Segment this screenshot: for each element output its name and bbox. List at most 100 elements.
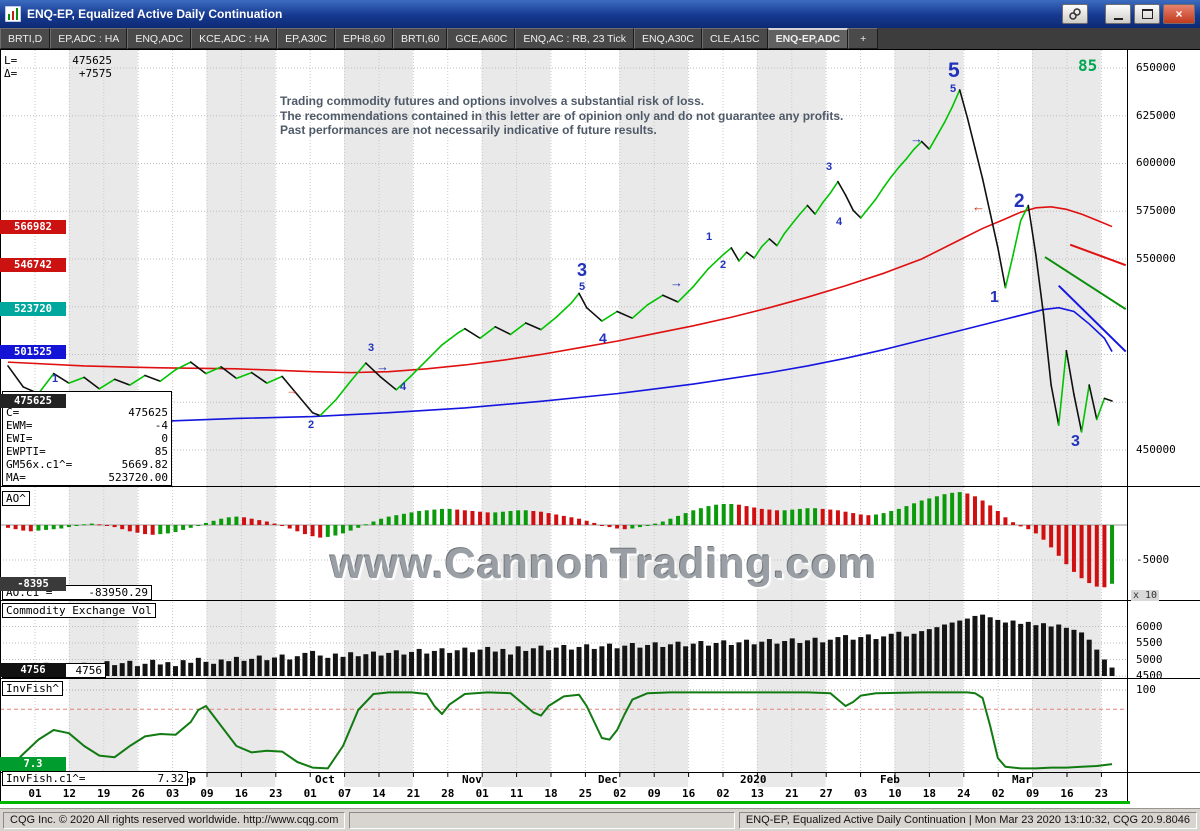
tab-enq-ep-adc[interactable]: ENQ-EP,ADC [767,28,849,49]
day-label: 02 [716,787,730,800]
tab-enq-ac-rb-23-tick[interactable]: ENQ,AC : RB, 23 Tick [515,28,635,49]
ao-axis-badge: -8395 [0,576,66,591]
day-label: 24 [957,787,971,800]
maximize-button[interactable] [1134,4,1160,24]
disclaimer-text: Trading commodity futures and options in… [280,94,844,137]
volume-axis-badge: 4756 [0,662,66,677]
tab-brti-60[interactable]: BRTI,60 [393,28,448,49]
info-box-row: EWPTI= 85 [6,445,168,458]
day-label: 19 [97,787,111,800]
wave-annotation: 2 [720,259,727,271]
ao-axis-label: -5000 [1136,553,1170,566]
info-box-row: C= 475625 [6,406,168,419]
invfish-axis-label: 100 [1136,683,1156,696]
month-label-feb: Feb [880,773,900,786]
tab-enq-a30c[interactable]: ENQ,A30C [634,28,702,49]
watermark: www.CannonTrading.com [330,540,878,588]
day-label: 13 [750,787,765,800]
ao-histogram [6,492,1115,588]
day-label: 16 [1060,787,1074,800]
day-label: 01 [303,787,317,800]
price-axis-label: 600000 [1136,156,1176,170]
month-label-2020: 2020 [740,773,767,786]
wave-annotation: → [670,275,683,290]
close-button[interactable]: × [1163,4,1195,24]
price-axis-badge: 501525 [0,344,66,359]
price-axis-label: 575000 [1136,204,1176,218]
status-copyright: CQG Inc. © 2020 All rights reserved worl… [3,811,346,829]
wave-annotation: 3 [1071,433,1080,450]
tab-ep-a30c[interactable]: EP,A30C [277,28,336,49]
month-label-dec: Dec [598,773,618,786]
volume-bars [5,614,1115,676]
tab-gce-a60c[interactable]: GCE,A60C [447,28,516,49]
wave-annotation: 3 [577,260,588,280]
invfish-line [7,691,1113,770]
trendlines [1044,243,1127,353]
day-label: 27 [819,787,833,800]
day-label: 01 [475,787,489,800]
day-label: 01 [28,787,42,800]
tab-cle-a15c[interactable]: CLE,A15C [701,28,768,49]
volume-axis-label: 4500 [1136,669,1163,682]
tab-eph8-60[interactable]: EPH8,60 [335,28,394,49]
window-title: ENQ-EP, Equalized Active Daily Continuat… [27,7,283,21]
day-label: 23 [1094,787,1109,800]
minimize-icon [1113,17,1123,20]
wave-annotation: 2 [308,419,315,431]
ewpti-value: 85 [1078,56,1098,75]
tab-kce-adc-ha[interactable]: KCE,ADC : HA [191,28,278,49]
chart-overlay: L= 475625 Δ= +7575 Trading commodity futur… [0,50,1200,808]
volume-panel-label: Commodity Exchange Vol [2,603,156,618]
minimize-button[interactable] [1105,4,1131,24]
day-label: 09 [647,787,661,800]
wave-annotation: 4 [599,330,607,346]
tab-enq-adc[interactable]: ENQ,ADC [127,28,192,49]
ao-scale-note: x 10 [1131,590,1160,601]
wave-annotation: 5 [579,281,586,293]
day-label: 18 [922,787,937,800]
tab-ep-adc-ha[interactable]: EP,ADC : HA [50,28,128,49]
volume-axis-label: 5000 [1136,652,1163,666]
volume-axis-label: 6000 [1136,619,1163,633]
moving-averages [7,206,1113,430]
day-label: 28 [441,787,455,800]
day-label: 12 [62,787,77,800]
wave-annotation: 4 [400,381,407,393]
wave-annotation: 1 [52,373,59,385]
invfish-axis-badge: 7.3 [0,757,66,771]
info-box-row: MA= 523720.00 [6,471,168,484]
wave-annotation: → [286,383,298,397]
day-label: 07 [337,787,352,800]
chart-canvas[interactable] [0,50,1200,808]
info-box-row: GM56x.c1^= 5669.82 [6,458,168,471]
day-label: 09 [200,787,214,800]
wave-annotation: 1 [706,231,713,243]
day-label: 03 [853,787,868,800]
price-axis-label: 450000 [1136,442,1176,456]
day-label: 26 [131,787,145,800]
price-axis-label: 650000 [1136,61,1176,74]
status-session-info: ENQ-EP, Equalized Active Daily Continuat… [738,811,1197,829]
status-bar: CQG Inc. © 2020 All rights reserved worl… [0,808,1200,831]
tab-brti-d[interactable]: BRTI,D [0,28,51,49]
day-label: 16 [234,787,249,800]
panel-borders [0,50,1200,803]
net-change-readout: Δ= +7575 [4,67,112,80]
link-button[interactable] [1062,4,1088,24]
new-tab-button[interactable]: + [848,28,879,49]
ao-panel-label: AO^ [2,491,30,506]
price-series [7,89,1113,433]
title-bar: ENQ-EP, Equalized Active Daily Continuat… [0,0,1200,28]
info-box-row: EWM= -4 [6,419,168,432]
last-price-readout: L= 475625 [4,54,112,67]
wave-annotation: 5 [950,83,957,95]
day-label: 10 [888,787,902,800]
price-axis-badge: 523720 [0,302,66,317]
chart-region: L= 475625 Δ= +7575 Trading commodity futur… [0,50,1200,808]
price-axis-badge: 566982 [0,219,66,234]
wave-annotation: 5 [948,59,960,82]
month-label-mar: Mar [1012,773,1032,786]
day-label: 18 [544,787,558,800]
